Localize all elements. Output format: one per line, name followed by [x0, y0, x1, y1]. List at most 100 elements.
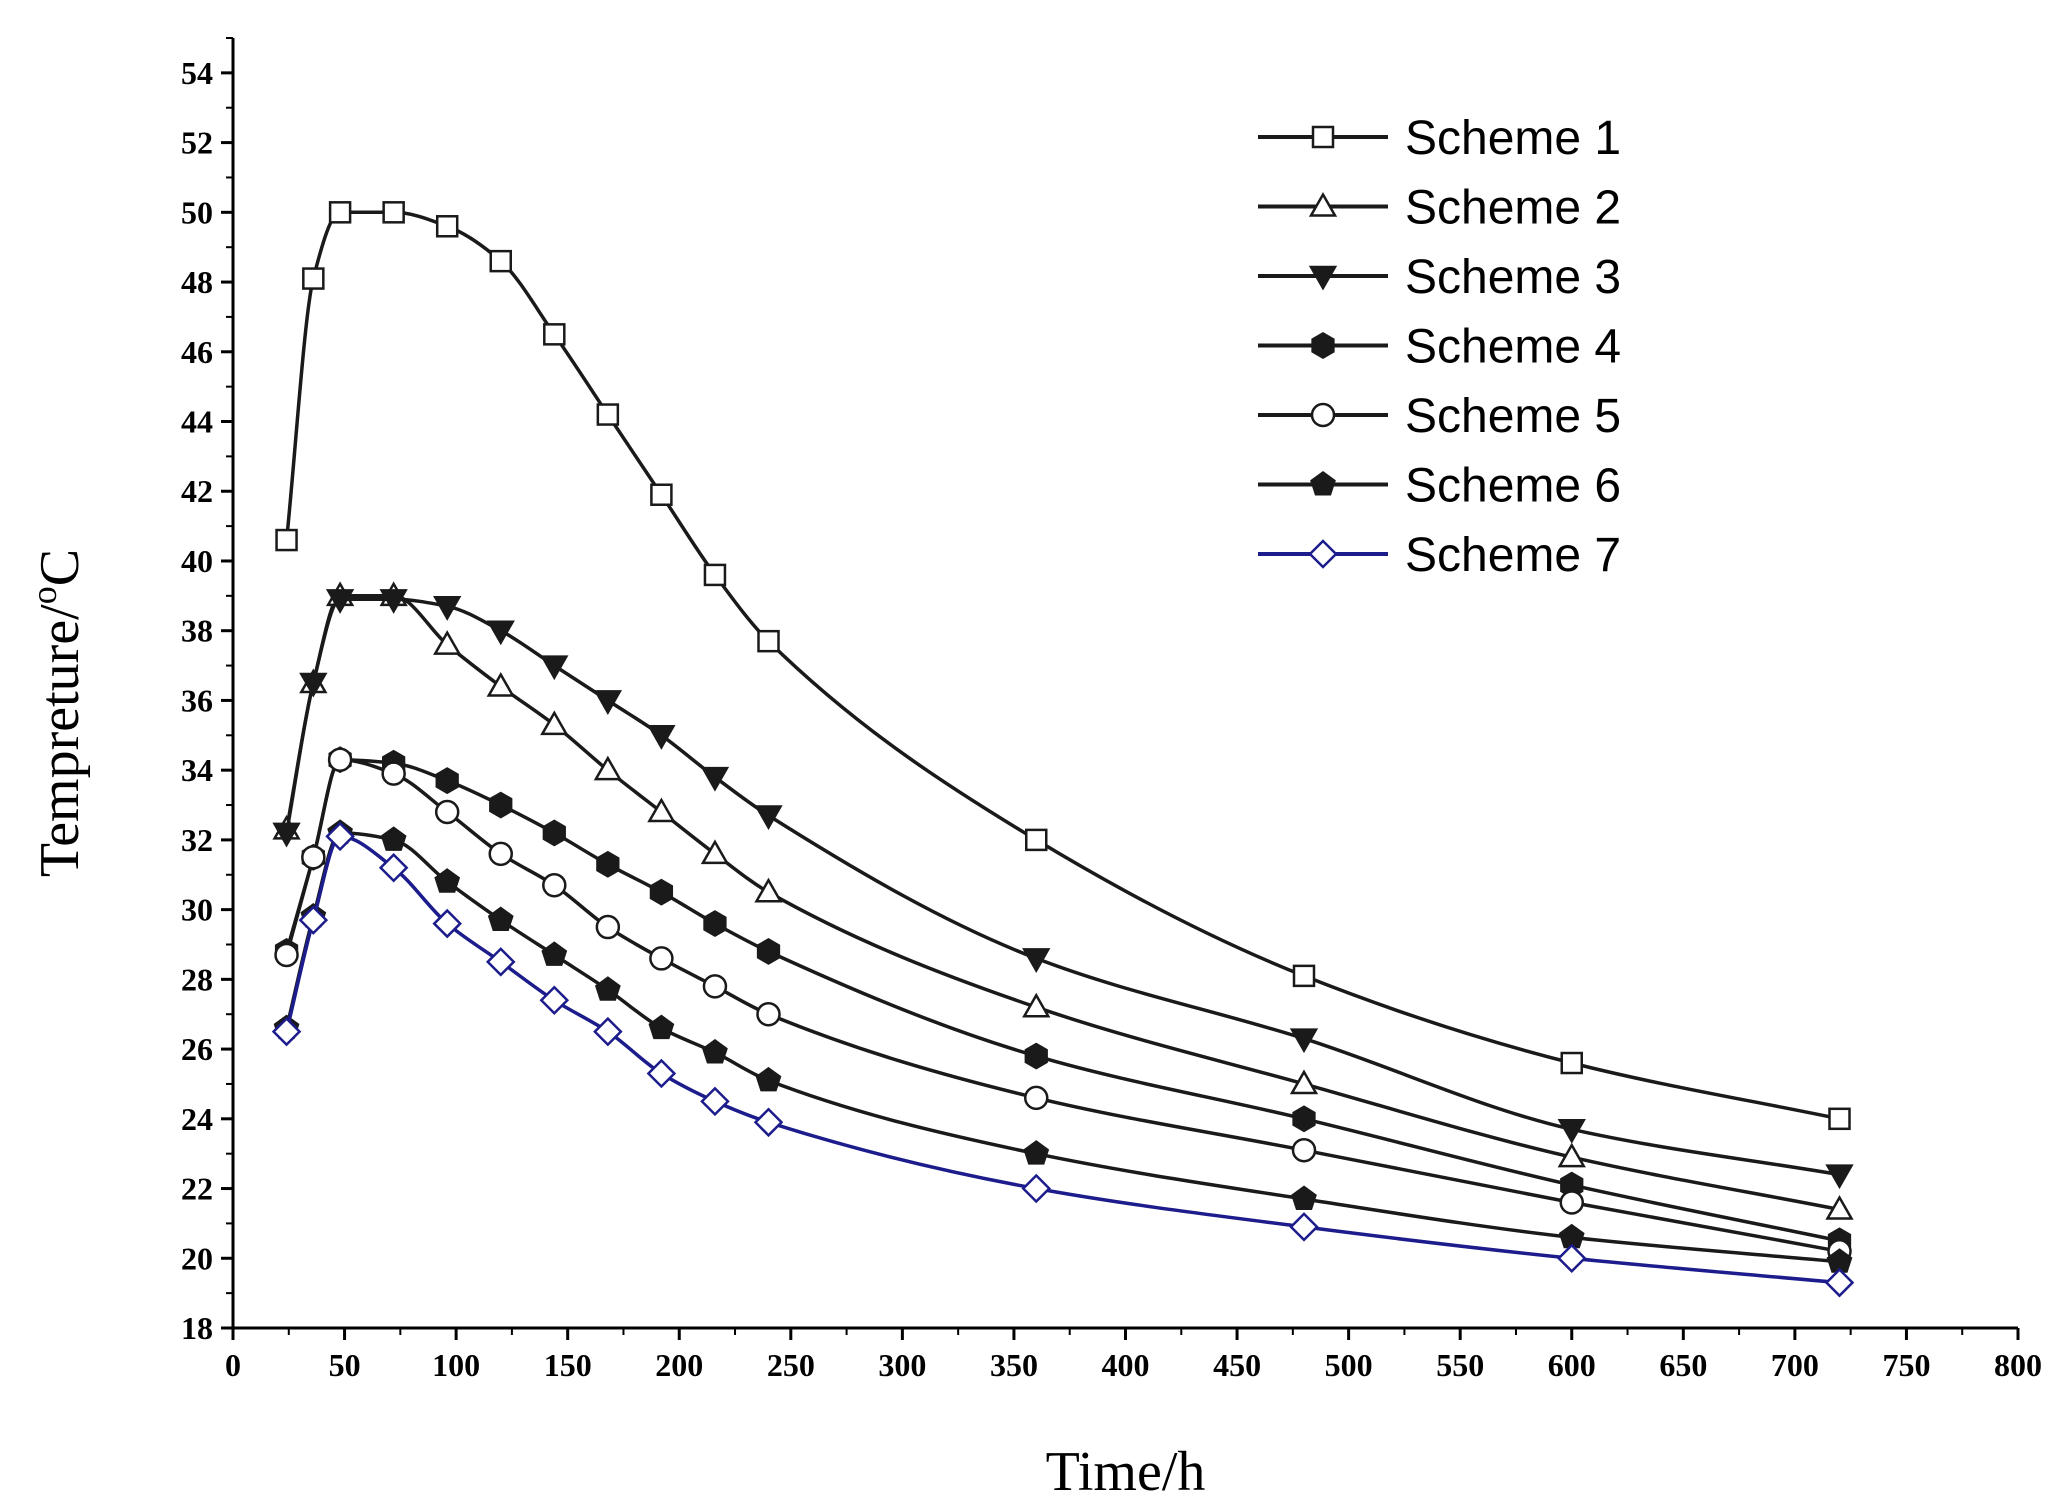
data-point [328, 201, 352, 224]
y-tick-label: 34 [181, 752, 213, 788]
series-3 [272, 589, 1854, 1190]
data-point [274, 942, 299, 968]
series-line [284, 594, 1840, 1212]
data-point [648, 1014, 675, 1040]
data-point [700, 839, 730, 865]
legend-label: Scheme 1 [1405, 112, 1621, 165]
y-tick-label: 26 [181, 1031, 213, 1067]
legend-marker [1310, 402, 1336, 428]
data-point [1825, 1194, 1854, 1220]
series-4 [274, 746, 1852, 1255]
data-point [702, 1039, 728, 1064]
x-tick-label: 0 [225, 1347, 241, 1383]
data-point [489, 249, 512, 273]
data-point [541, 941, 568, 966]
data-point [488, 841, 513, 867]
data-point [542, 872, 567, 898]
data-point [593, 690, 623, 715]
y-tick-label: 48 [181, 264, 213, 300]
data-point [700, 766, 730, 792]
y-tick-label: 52 [181, 125, 213, 161]
data-point [1022, 948, 1051, 973]
series-layer [271, 201, 1855, 1298]
x-tick-label: 100 [432, 1347, 480, 1383]
x-tick-label: 800 [1994, 1347, 2042, 1383]
data-point [594, 976, 621, 1001]
x-tick-label: 350 [990, 1347, 1038, 1383]
y-tick-label: 44 [181, 404, 213, 440]
legend-label: Scheme 3 [1405, 251, 1621, 304]
legend-label: Scheme 2 [1405, 182, 1621, 235]
x-tick-label: 300 [878, 1347, 926, 1383]
y-tick-label: 50 [181, 194, 213, 230]
y-tick-label: 42 [181, 473, 213, 509]
data-point [1021, 1173, 1052, 1204]
legend-label: Scheme 4 [1405, 321, 1621, 374]
data-point [380, 826, 407, 851]
data-point [433, 596, 462, 621]
data-point [595, 914, 621, 940]
series-6 [273, 819, 1853, 1273]
data-point [1556, 1243, 1587, 1274]
data-point [433, 630, 462, 655]
y-tick-label: 24 [181, 1101, 213, 1137]
data-point [703, 563, 727, 587]
legend-label: Scheme 6 [1405, 460, 1621, 513]
data-point [275, 528, 298, 552]
data-point [650, 483, 673, 506]
data-point [1023, 1140, 1050, 1165]
data-point [271, 1016, 302, 1047]
data-point [757, 629, 780, 653]
data-point [593, 755, 623, 781]
data-point [485, 947, 516, 977]
data-point [702, 974, 728, 999]
legend-marker [1311, 332, 1335, 359]
legend-marker [1310, 470, 1336, 496]
data-point [1289, 1212, 1319, 1242]
data-point [540, 710, 569, 736]
series-7 [271, 821, 1855, 1298]
data-point [378, 853, 409, 883]
data-point [1292, 964, 1316, 988]
series-line [284, 210, 1840, 1121]
data-point [649, 946, 674, 971]
data-point [298, 905, 329, 935]
data-point [1292, 1105, 1316, 1133]
series-1 [275, 201, 1851, 1131]
x-tick-label: 50 [329, 1347, 361, 1383]
y-axis-title-unit: C [29, 549, 91, 586]
data-point [596, 850, 620, 878]
data-point [435, 215, 459, 238]
y-axis-title-degree: o [24, 586, 64, 604]
legend-item: Scheme 7 [1258, 529, 1621, 582]
data-point [301, 845, 326, 870]
data-point [542, 819, 566, 847]
data-point [327, 747, 353, 772]
data-point [1022, 992, 1051, 1018]
data-point [1557, 1119, 1586, 1144]
legend-marker [1308, 539, 1338, 569]
x-tick-label: 250 [767, 1347, 815, 1383]
x-tick-label: 700 [1771, 1347, 1819, 1383]
data-point [1291, 1185, 1317, 1210]
legend-item: Scheme 2 [1258, 182, 1621, 235]
series-line [284, 831, 1840, 1264]
data-point [1828, 1107, 1851, 1131]
legend-marker [1311, 125, 1335, 149]
y-axis-ticks: 18 20 22 24 26 28 30 32 34 36 38 40 42 44 46 48 50 52 54 [181, 37, 233, 1346]
legend: Scheme 1 Scheme 2 Scheme 3 Scheme 4 Scheme 5… [1258, 112, 1621, 582]
data-point [325, 821, 355, 852]
data-point [1824, 1267, 1855, 1298]
legend-item: Scheme 4 [1258, 321, 1621, 374]
y-tick-label: 22 [181, 1171, 213, 1207]
data-point [487, 906, 514, 932]
series-line [284, 757, 1840, 1254]
x-axis-ticks: 0 50 100 150 200 250 300 350 400 450 500 550 600 650 7… [225, 1328, 2042, 1383]
data-point [1560, 1051, 1583, 1075]
x-tick-label: 400 [1102, 1347, 1150, 1383]
data-point [1025, 828, 1048, 852]
data-point [754, 877, 783, 903]
legend-item: Scheme 5 [1258, 390, 1621, 443]
x-tick-label: 500 [1325, 1347, 1373, 1383]
